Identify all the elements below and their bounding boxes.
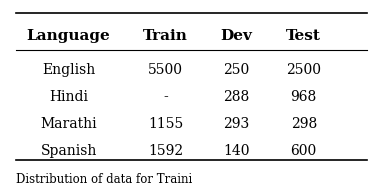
Text: 298: 298 (291, 117, 317, 131)
Text: Hindi: Hindi (49, 90, 88, 104)
Text: 250: 250 (223, 63, 250, 77)
Text: -: - (163, 90, 168, 104)
Text: 140: 140 (223, 144, 250, 158)
Text: 1592: 1592 (148, 144, 183, 158)
Text: English: English (42, 63, 95, 77)
Text: 1155: 1155 (148, 117, 183, 131)
Text: Spanish: Spanish (40, 144, 97, 158)
Text: 2500: 2500 (286, 63, 321, 77)
Text: 968: 968 (291, 90, 317, 104)
Text: Distribution of data for Traini: Distribution of data for Traini (16, 173, 193, 186)
Text: 600: 600 (291, 144, 317, 158)
Text: 5500: 5500 (148, 63, 183, 77)
Text: Marathi: Marathi (40, 117, 97, 131)
Text: Language: Language (27, 29, 111, 43)
Text: Dev: Dev (221, 29, 252, 43)
Text: Test: Test (286, 29, 321, 43)
Text: 293: 293 (223, 117, 250, 131)
Text: 288: 288 (223, 90, 250, 104)
Text: Train: Train (143, 29, 188, 43)
